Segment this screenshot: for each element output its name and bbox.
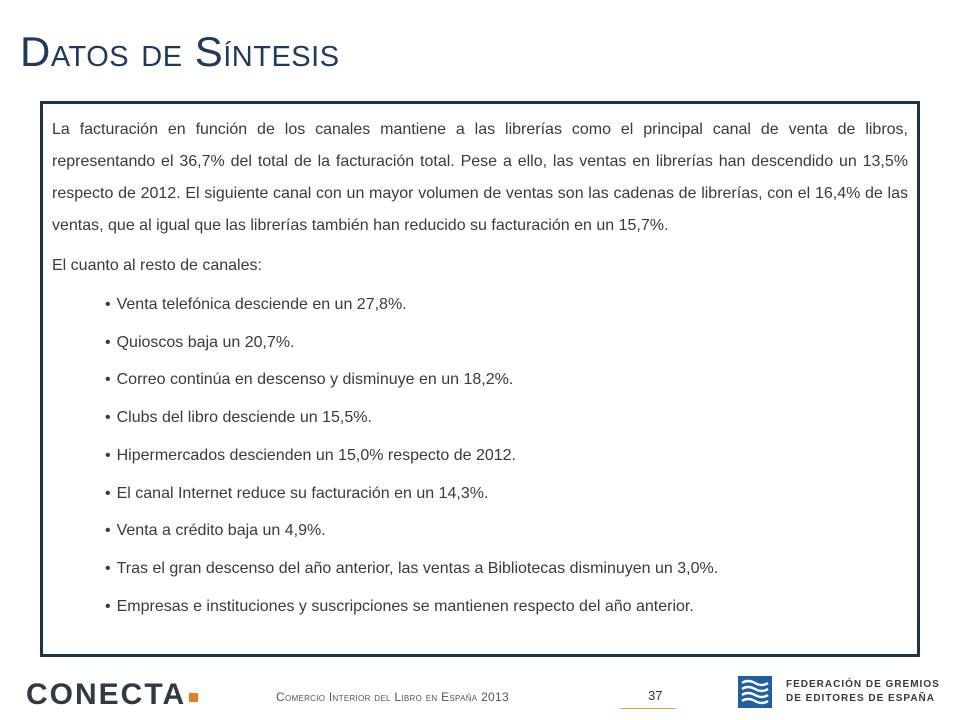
conecta-logo-text: CONECTA xyxy=(26,678,187,711)
intro-paragraph: La facturación en función de los canales… xyxy=(52,121,908,234)
bullet-dot: • xyxy=(105,522,111,540)
federation-line-1: FEDERACIÓN DE GREMIOS xyxy=(786,679,940,690)
logo-square xyxy=(189,693,199,702)
page-title: Datos de Síntesis xyxy=(20,28,340,75)
bullet-item: • El canal Internet reduce su facturación… xyxy=(105,475,908,513)
federation-line-2: DE EDITORES DE ESPAÑA xyxy=(786,693,935,704)
bullet-text: Venta a crédito baja un 4,9%. xyxy=(116,522,326,540)
bullet-dot: • xyxy=(105,446,111,464)
bullet-dot: • xyxy=(105,409,111,427)
bullet-dot: • xyxy=(105,484,111,502)
bullet-item: • Clubs del libro desciende un 15,5%. xyxy=(105,399,908,437)
bullet-text: Empresas e instituciones y suscripciones… xyxy=(116,597,694,615)
page-number: 37 xyxy=(648,688,663,703)
footer-divider xyxy=(620,708,676,709)
bullet-item: • Correo continúa en descenso y disminuye… xyxy=(105,361,908,399)
bullet-text: Clubs del libro desciende un 15,5%. xyxy=(116,409,372,427)
bullet-dot: • xyxy=(105,296,111,313)
footer: CONECTA Comercio Interior del Libro en E… xyxy=(0,670,960,720)
bullet-dot: • xyxy=(105,371,111,389)
federation-name: FEDERACIÓN DE GREMIOS DE EDITORES DE ESP… xyxy=(786,678,940,706)
summary-box: La facturación en función de los canales… xyxy=(40,101,920,657)
bullet-item: • Empresas e instituciones y suscripcione… xyxy=(105,588,908,626)
bullet-item: • Quioscos baja un 20,7%. xyxy=(105,324,908,362)
bullet-dot: • xyxy=(105,559,111,577)
bullet-item: • Venta telefónica desciende en un 27,8%. xyxy=(105,286,908,324)
bullet-text: El canal Internet reduce su facturación … xyxy=(116,484,489,502)
bullet-text: Venta telefónica desciende en un 27,8%. xyxy=(116,296,407,313)
bullet-item: • Venta a crédito baja un 4,9%. xyxy=(105,512,908,550)
bullet-dot: • xyxy=(105,597,111,615)
bullet-dot: • xyxy=(105,333,111,351)
bullet-item: • Tras el gran descenso del año anterior,… xyxy=(105,550,908,588)
conecta-logo-icon: CONECTA xyxy=(26,678,199,712)
bullet-text: Quioscos baja un 20,7%. xyxy=(116,333,295,351)
channels-lead: El cuanto al resto de canales: xyxy=(52,257,262,274)
bullet-text: Hipermercados descienden un 15,0% respec… xyxy=(116,446,516,464)
bullet-text: Correo continúa en descenso y disminuye … xyxy=(116,371,514,389)
bullet-item: • Hipermercados descienden un 15,0% respe… xyxy=(105,437,908,475)
channels-bullet-list: • Venta telefónica desciende en un 27,8%.… xyxy=(52,286,908,625)
bullet-text: Tras el gran descenso del año anterior, … xyxy=(116,559,719,577)
publication-name: Comercio Interior del Libro en España 20… xyxy=(276,690,509,704)
federation-logo-icon xyxy=(738,676,772,708)
